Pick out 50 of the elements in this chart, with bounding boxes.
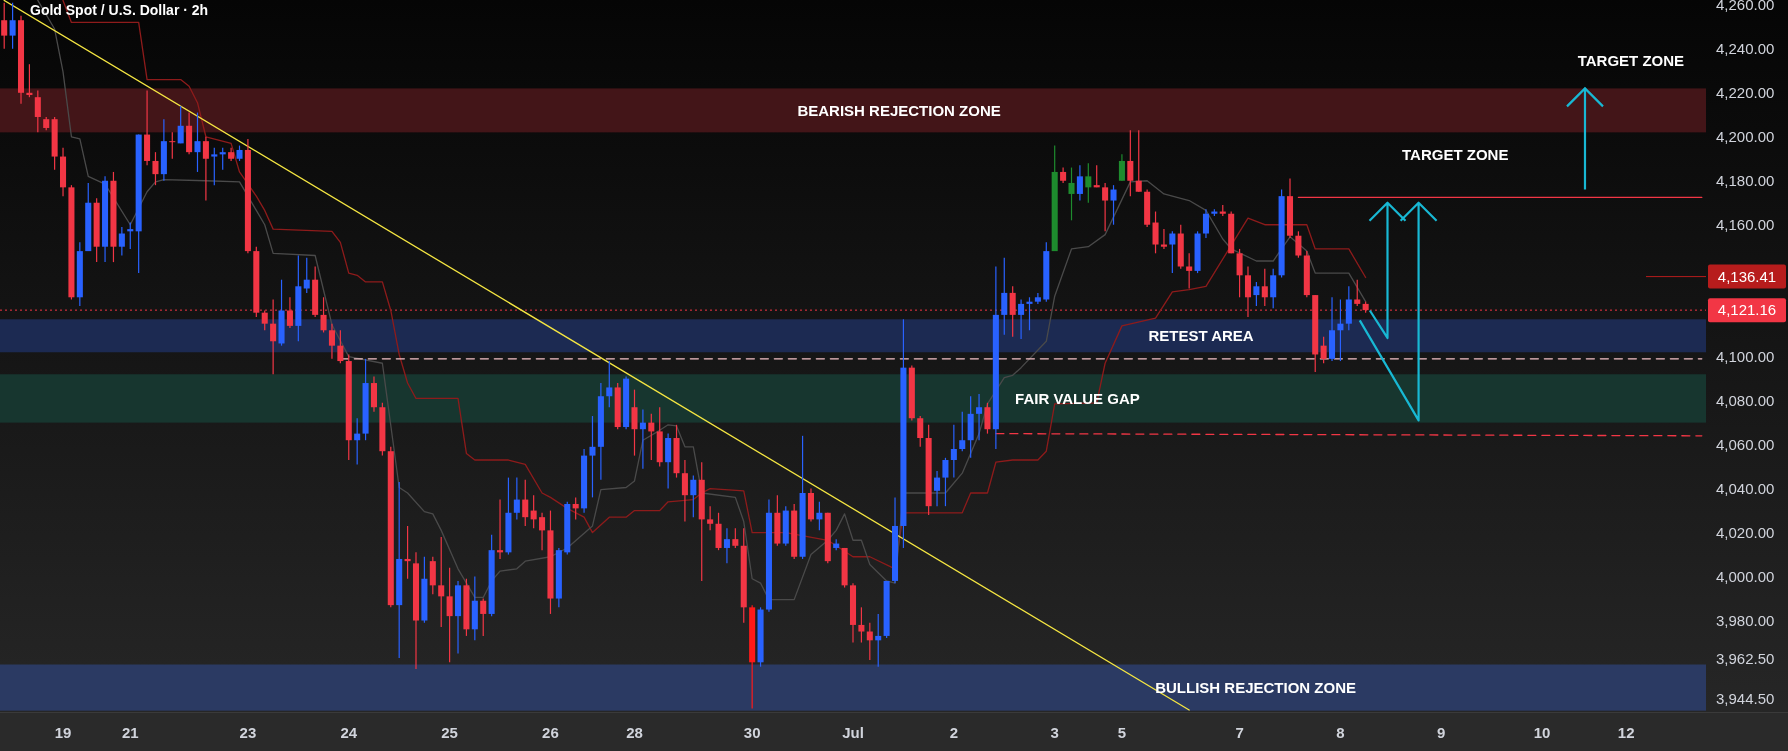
x-tick-label: 12 [1617, 724, 1635, 742]
candlestick [194, 111, 201, 173]
x-tick-label: 9 [1437, 724, 1446, 742]
x-tick-label: 21 [121, 724, 139, 742]
annotation: TARGET ZONE [1402, 146, 1509, 164]
x-tick-label: 19 [54, 724, 72, 742]
candlestick [631, 389, 638, 457]
annotation: TARGET ZONE [1577, 51, 1685, 69]
candlestick [1110, 184, 1117, 226]
candlestick [1354, 279, 1361, 307]
x-tick-label: 30 [743, 724, 761, 742]
y-tick-label: 4,060.00 [1716, 435, 1775, 453]
candlestick [211, 147, 218, 186]
x-tick-label: 25 [441, 724, 458, 742]
x-tick-label: 2 [949, 724, 959, 742]
y-tick-label: 3,944.50 [1716, 689, 1775, 707]
y-tick-label: 3,962.50 [1716, 650, 1775, 668]
y-tick-label: 4,040.00 [1716, 479, 1775, 497]
y-tick-label: 4,080.00 [1716, 391, 1775, 409]
x-tick-label: 10 [1533, 724, 1551, 742]
y-tick-label: 4,160.00 [1716, 215, 1775, 233]
candlestick [1026, 296, 1033, 331]
ref-line-label: 4,121.16 [1717, 301, 1777, 319]
band-label: FAIR VALUE GAP [1015, 389, 1140, 407]
x-tick-label: 24 [340, 724, 358, 742]
y-tick-label: 4,020.00 [1716, 523, 1775, 541]
band-label: RETEST AREA [1148, 327, 1254, 345]
band-label: BULLISH REJECTION ZONE [1155, 678, 1357, 696]
x-tick-label: 5 [1117, 724, 1127, 742]
y-tick-label: 4,100.00 [1716, 347, 1775, 365]
band-label: BEARISH REJECTION ZONE [797, 101, 1001, 119]
x-tick-label: 7 [1235, 724, 1244, 742]
x-tick-label: 28 [626, 724, 643, 742]
x-tick-label: 8 [1336, 724, 1345, 742]
x-tick-label: 3 [1050, 724, 1059, 742]
y-tick-label: 4,200.00 [1716, 128, 1775, 146]
candlestick [589, 415, 596, 498]
chart-title: Gold Spot / U.S. Dollar · 2h [30, 2, 209, 18]
x-tick-label: Jul [842, 724, 864, 742]
y-tick-label: 4,000.00 [1716, 567, 1775, 585]
x-tick-label: 26 [542, 724, 559, 742]
y-tick-label: 4,240.00 [1716, 40, 1775, 58]
y-tick-label: 4,220.00 [1716, 84, 1775, 102]
x-tick-label: 23 [239, 724, 257, 742]
candlestick [1068, 166, 1075, 221]
y-tick-label: 3,980.00 [1716, 611, 1775, 629]
y-tick-label: 4,180.00 [1716, 172, 1775, 189]
y-tick-label: 4,260.00 [1716, 0, 1775, 14]
candlestick [673, 424, 680, 479]
ref-line-label: 4,136.41 [1717, 267, 1777, 285]
